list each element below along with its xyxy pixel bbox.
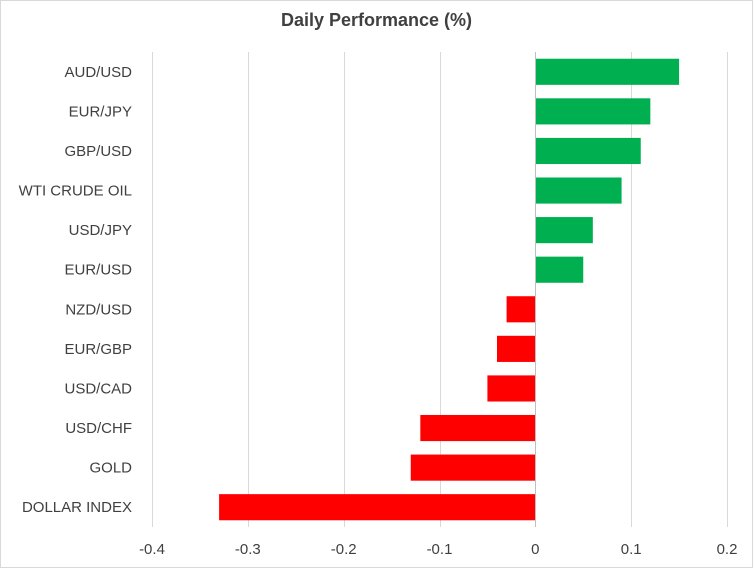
tick-label: -0.1 <box>427 541 453 558</box>
category-label: AUD/USD <box>64 64 132 81</box>
tick-label: -0.3 <box>235 541 261 558</box>
category-labels: AUD/USD EUR/JPY GBP/USD WTI CRUDE OIL USD/JP… <box>19 64 133 516</box>
tick-label: -0.4 <box>139 541 165 558</box>
category-label: EUR/GBP <box>64 341 132 358</box>
category-label: GOLD <box>89 460 132 477</box>
category-label: USD/JPY <box>69 222 132 239</box>
grid-lines <box>152 52 728 527</box>
category-label: GBP/USD <box>64 143 132 160</box>
tick-label: 0.1 <box>621 541 642 558</box>
tick-label: 0.2 <box>717 541 738 558</box>
tick-label: -0.2 <box>331 541 357 558</box>
bar-gbp-usd <box>535 137 641 165</box>
bar-aud-usd <box>535 58 680 85</box>
bar-eur-gbp <box>497 335 536 362</box>
bar-dollar-index <box>219 494 536 521</box>
tick-label: 0 <box>531 541 539 558</box>
category-label: USD/CAD <box>64 380 132 397</box>
category-label: USD/CHF <box>65 420 132 437</box>
bar-gold <box>410 454 536 481</box>
category-label: DOLLAR INDEX <box>22 499 132 516</box>
chart-title: Daily Performance (%) <box>280 10 473 30</box>
bar-eur-usd <box>535 256 584 283</box>
bar-nzd-usd <box>506 296 536 323</box>
category-label: EUR/USD <box>64 262 132 279</box>
category-label: WTI CRUDE OIL <box>19 183 132 200</box>
category-label: EUR/JPY <box>69 103 132 120</box>
bar-wti-crude-oil <box>535 177 622 204</box>
bar-usd-chf <box>420 414 536 442</box>
bars <box>219 58 680 521</box>
bar-usd-cad <box>487 375 536 402</box>
category-label: NZD/USD <box>65 301 132 318</box>
tick-labels: -0.4 -0.3 -0.2 -0.1 0 0.1 0.2 <box>139 541 737 558</box>
bar-eur-jpy <box>535 98 651 125</box>
bar-usd-jpy <box>535 217 593 244</box>
